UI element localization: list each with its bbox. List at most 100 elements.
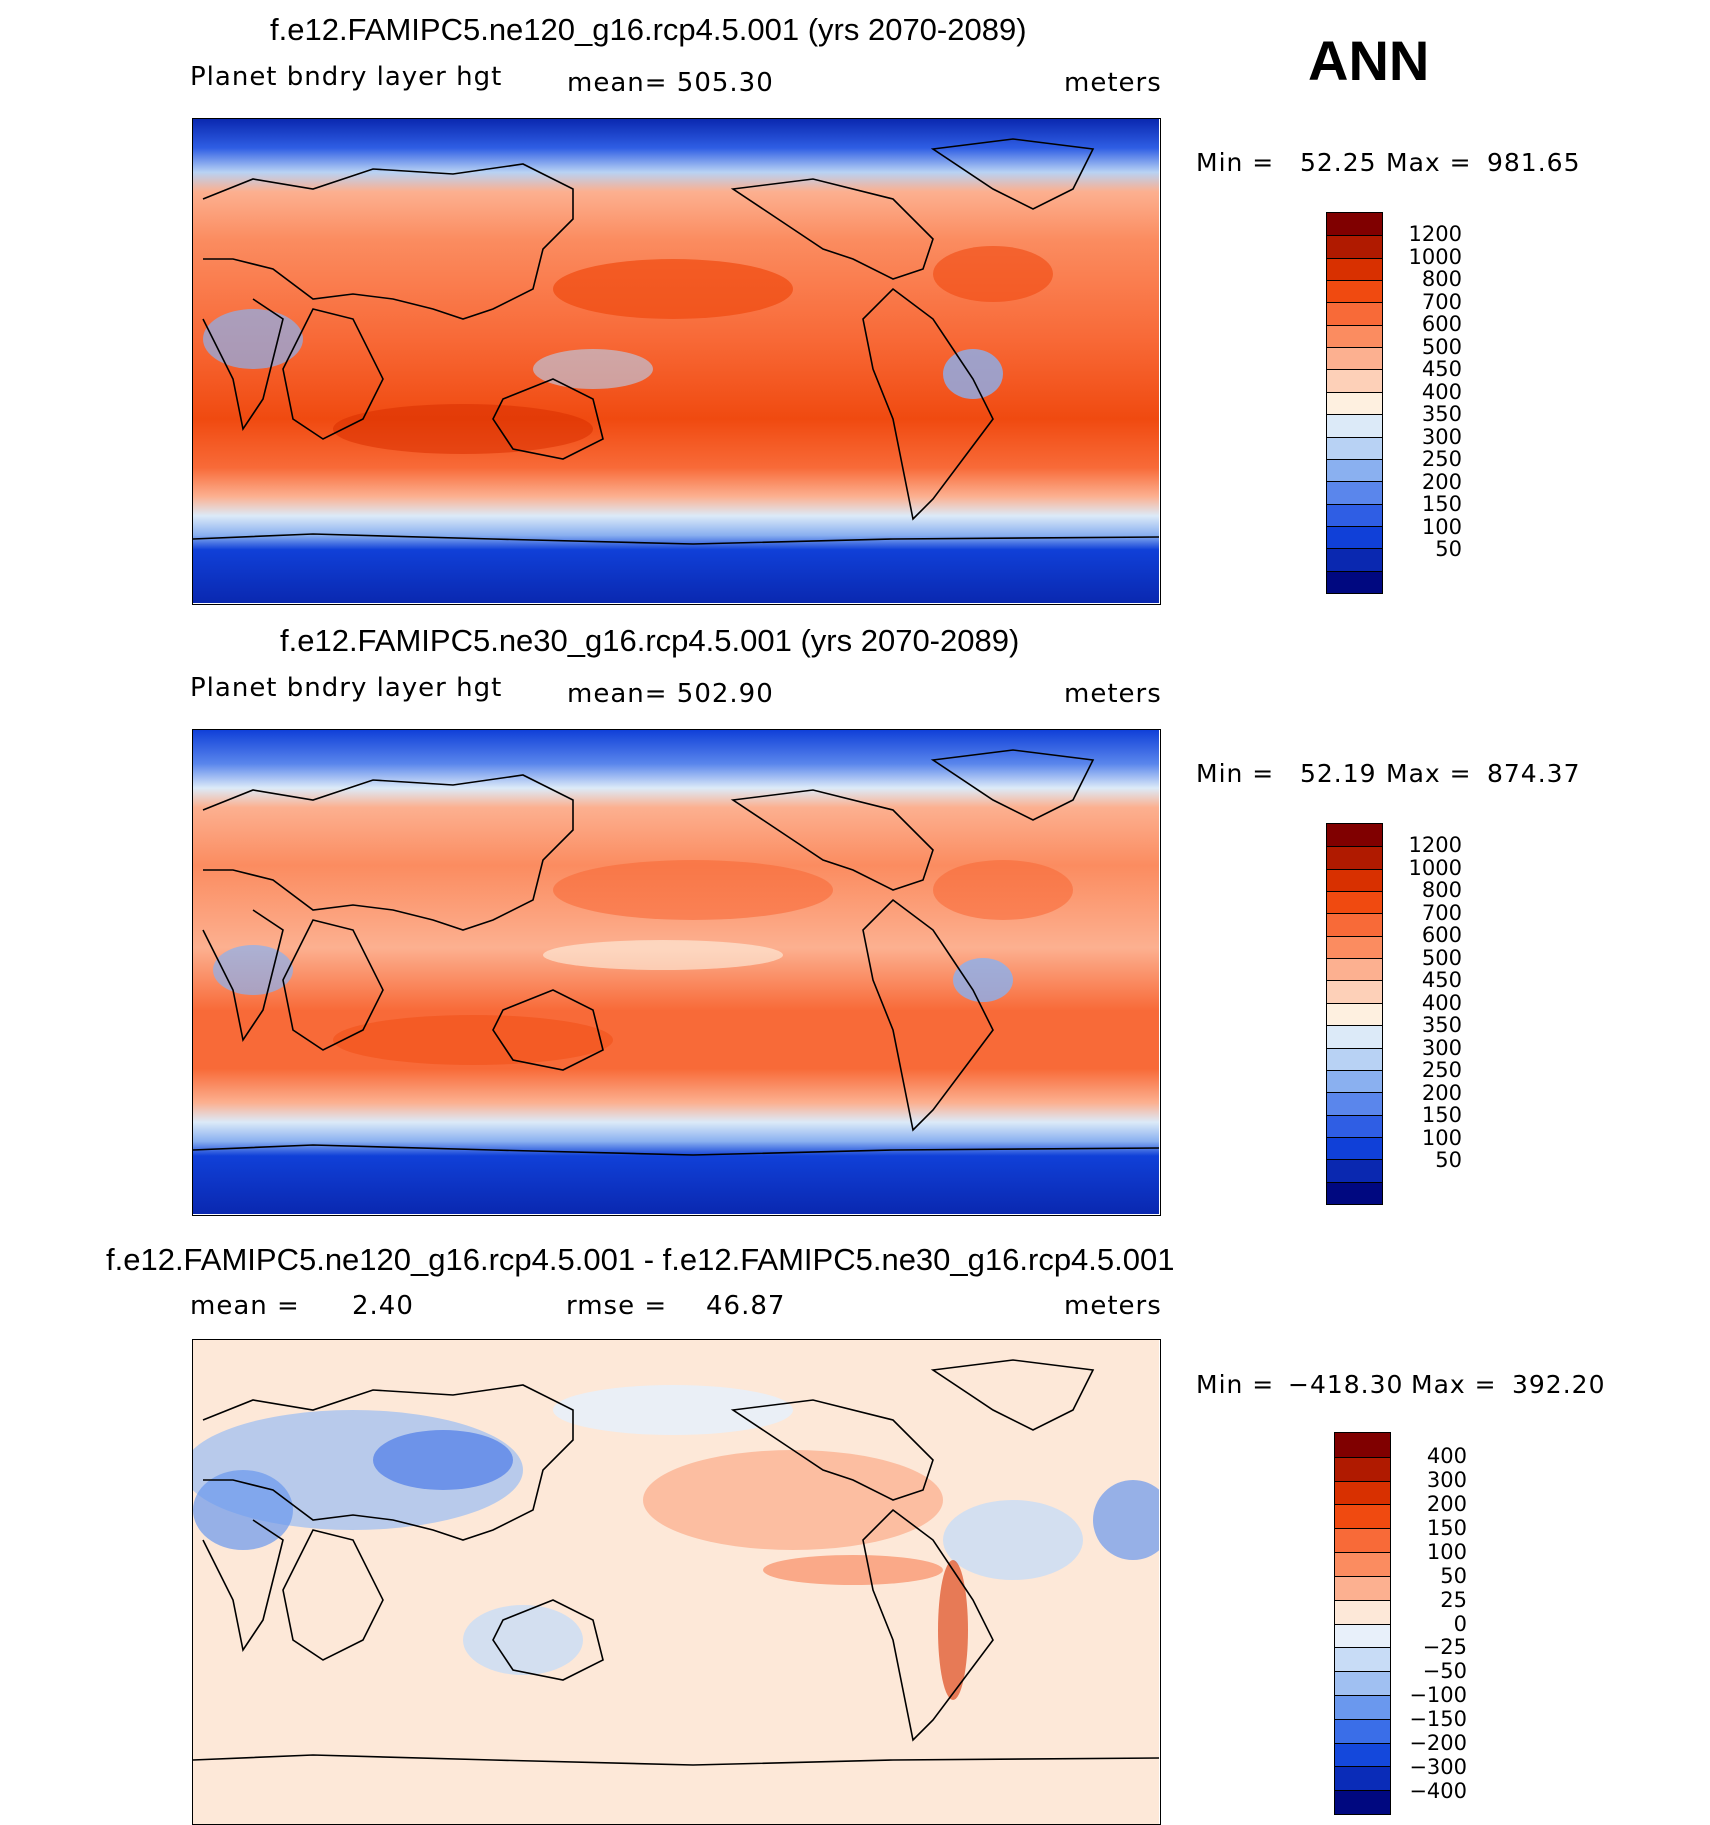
panel1-blob xyxy=(203,309,303,369)
colorbar-tick-label: 50 xyxy=(1435,1148,1462,1173)
season-label: ANN xyxy=(1308,29,1430,92)
colorbar-segment xyxy=(1327,980,1382,1003)
colorbar-segment xyxy=(1335,1575,1390,1600)
colorbar-segment xyxy=(1335,1742,1390,1767)
panel1-map xyxy=(192,118,1161,605)
panel3-blob xyxy=(938,1560,968,1700)
colorbar-tick-label: 1200 xyxy=(1408,222,1462,247)
panel1-units: meters xyxy=(1064,68,1162,98)
panel2-blob xyxy=(953,958,1013,1002)
panel2-min-label: Min = xyxy=(1196,759,1275,788)
colorbar-tick-label: 100 xyxy=(1421,1125,1462,1150)
colorbar-segment xyxy=(1327,891,1382,914)
colorbar-tick-label: 1000 xyxy=(1408,244,1462,269)
panel3-max-label: Max = xyxy=(1411,1370,1497,1399)
panel1-blob xyxy=(533,349,653,389)
colorbar-tick-label: 600 xyxy=(1421,312,1462,337)
colorbar-segment xyxy=(1327,935,1382,959)
colorbar-segment xyxy=(1327,481,1382,504)
panel3-rmse-label: rmse = xyxy=(566,1291,668,1321)
panel1-max-value: 981.65 xyxy=(1487,148,1581,177)
panel1-blob xyxy=(553,259,793,319)
panel3-blob xyxy=(943,1500,1083,1580)
panel2-colorbar xyxy=(1326,823,1383,1205)
colorbar-tick-label: 150 xyxy=(1421,492,1462,517)
panel3-min-value: −418.30 xyxy=(1288,1370,1404,1399)
colorbar-segment xyxy=(1327,1025,1382,1048)
colorbar-tick-label: −150 xyxy=(1409,1707,1467,1732)
colorbar-tick-label: 350 xyxy=(1421,402,1462,427)
colorbar-segment xyxy=(1327,1159,1382,1182)
colorbar-segment xyxy=(1327,324,1382,348)
panel1-blob xyxy=(943,349,1003,399)
panel2-blob xyxy=(543,940,783,970)
colorbar-tick-label: 350 xyxy=(1421,1013,1462,1038)
colorbar-segment xyxy=(1335,1552,1390,1576)
colorbar-segment xyxy=(1335,1480,1390,1505)
colorbar-segment xyxy=(1327,280,1382,303)
colorbar-tick-label: 50 xyxy=(1435,537,1462,562)
colorbar-tick-label: 400 xyxy=(1421,379,1462,404)
panel1-map-svg xyxy=(193,119,1159,603)
colorbar-segment xyxy=(1327,436,1382,459)
panel2-field xyxy=(193,730,1159,1214)
panel2-units: meters xyxy=(1064,679,1162,709)
colorbar-tick-label: 500 xyxy=(1421,945,1462,970)
colorbar-tick-label: 25 xyxy=(1440,1587,1467,1612)
colorbar-tick-label: 500 xyxy=(1421,334,1462,359)
colorbar-tick-label: 400 xyxy=(1421,990,1462,1015)
panel3-rmse-value: 46.87 xyxy=(706,1291,786,1321)
panel3-blob xyxy=(1093,1480,1159,1560)
panel3-max-value: 392.20 xyxy=(1512,1370,1606,1399)
colorbar-segment xyxy=(1335,1433,1390,1457)
panel2-coastlines xyxy=(193,749,1159,1156)
colorbar-tick-label: −50 xyxy=(1422,1659,1467,1684)
colorbar-tick-label: 100 xyxy=(1426,1539,1467,1564)
colorbar-segment xyxy=(1327,458,1382,482)
panel2-title: f.e12.FAMIPC5.ne30_g16.rcp4.5.001 (yrs 2… xyxy=(280,623,1020,658)
colorbar-segment xyxy=(1327,1181,1382,1204)
colorbar-tick-label: 1000 xyxy=(1408,855,1462,880)
colorbar-tick-label: 200 xyxy=(1421,469,1462,494)
colorbar-segment xyxy=(1327,391,1382,415)
panel1-variable: Planet bndry layer hgt xyxy=(190,62,503,92)
colorbar-segment xyxy=(1327,1114,1382,1137)
panel2-variable: Planet bndry layer hgt xyxy=(190,673,503,703)
panel1-blob xyxy=(933,246,1053,302)
panel1-min-label: Min = xyxy=(1196,148,1275,177)
colorbar-tick-label: 700 xyxy=(1421,900,1462,925)
panel3-blob xyxy=(373,1430,513,1490)
panel3-blob xyxy=(463,1605,583,1675)
colorbar-segment xyxy=(1327,868,1382,892)
colorbar-tick-label: 1200 xyxy=(1408,833,1462,858)
colorbar-segment xyxy=(1327,525,1382,549)
panel2-blob xyxy=(213,945,293,995)
colorbar-segment xyxy=(1327,1047,1382,1070)
panel1-coastlines xyxy=(193,138,1159,545)
colorbar-tick-label: 200 xyxy=(1426,1491,1467,1516)
panel3-coastlines xyxy=(193,1359,1159,1766)
colorbar-segment xyxy=(1327,257,1382,281)
panel3-mean-label: mean = xyxy=(190,1291,300,1321)
panel3-map-svg xyxy=(193,1340,1159,1824)
panel3-units: meters xyxy=(1064,1291,1162,1321)
colorbar-tick-label: 450 xyxy=(1421,968,1462,993)
panel1-mean: mean= 505.30 xyxy=(567,68,774,98)
colorbar-tick-label: 600 xyxy=(1421,923,1462,948)
panel3-title: f.e12.FAMIPC5.ne120_g16.rcp4.5.001 - f.e… xyxy=(106,1242,1175,1277)
panel3-min-label: Min = xyxy=(1196,1370,1275,1399)
panel2-max-value: 874.37 xyxy=(1487,759,1581,788)
panel2-map xyxy=(192,729,1161,1216)
colorbar-tick-label: 300 xyxy=(1421,424,1462,449)
colorbar-segment xyxy=(1335,1623,1390,1648)
colorbar-segment xyxy=(1335,1671,1390,1695)
colorbar-segment xyxy=(1327,913,1382,936)
colorbar-tick-label: 800 xyxy=(1421,878,1462,903)
panel2-max-label: Max = xyxy=(1386,759,1472,788)
colorbar-segment xyxy=(1327,846,1382,869)
colorbar-segment xyxy=(1335,1504,1390,1529)
panel3-blob xyxy=(553,1385,793,1435)
colorbar-segment xyxy=(1327,1136,1382,1160)
panel3-blob xyxy=(763,1555,943,1585)
colorbar-tick-label: 300 xyxy=(1421,1035,1462,1060)
